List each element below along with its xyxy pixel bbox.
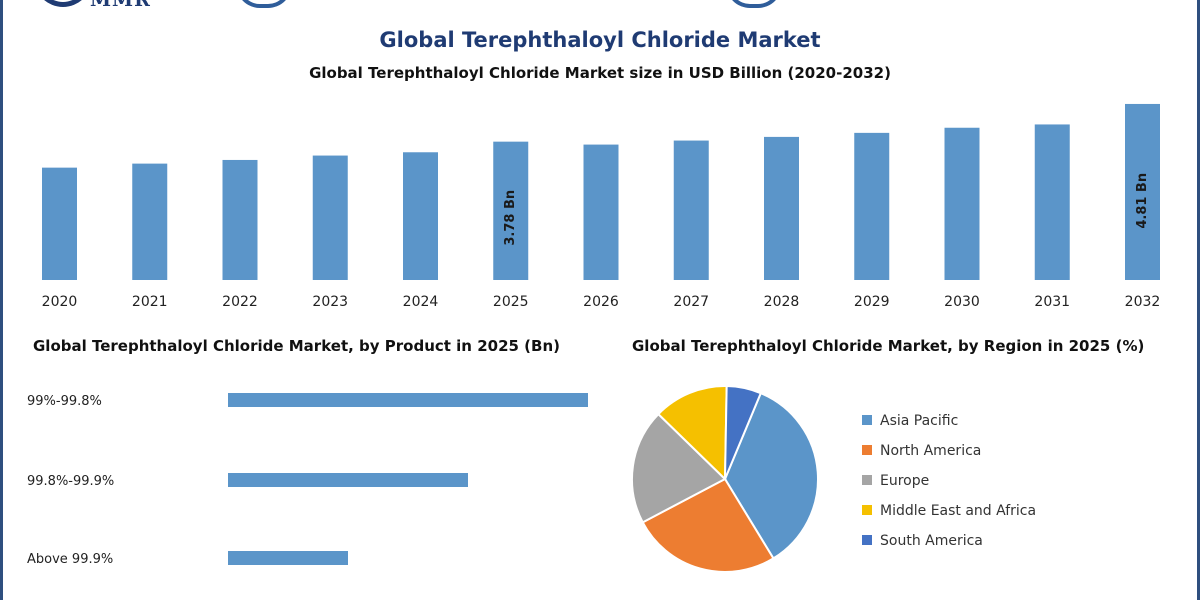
mmr-logo: MMR — [28, 0, 188, 16]
market-bar-2023 — [312, 155, 348, 280]
logo-text: MMR — [90, 0, 151, 11]
market-bar-2025 — [493, 141, 529, 280]
market-bar-2021 — [132, 163, 168, 280]
product-bar-chart: 99%-99.8% 99.8%-99.9% Above 99.9% — [27, 393, 588, 567]
main-chart-title: Global Terephthaloyl Chloride Market — [379, 28, 821, 52]
year-label: 2020 — [42, 294, 78, 310]
market-bar-2030 — [944, 127, 980, 280]
year-label: 2026 — [583, 294, 619, 310]
main-chart-subtitle: Global Terephthaloyl Chloride Market siz… — [309, 64, 891, 82]
pie-slice-europe — [631, 412, 727, 524]
product-category-label: 99.8%-99.9% — [27, 474, 114, 489]
legend-swatch — [862, 475, 872, 485]
year-label: 2021 — [132, 294, 168, 310]
year-label: 2031 — [1034, 294, 1070, 310]
product-category-label: 99%-99.8% — [27, 394, 102, 409]
legend-label: Asia Pacific — [880, 413, 958, 429]
year-label: 2028 — [764, 294, 800, 310]
market-bar-2029 — [854, 132, 890, 280]
legend-swatch — [862, 445, 872, 455]
legend-swatch — [862, 535, 872, 545]
market-bar-2024 — [403, 152, 438, 280]
product-category-label: Above 99.9% — [27, 552, 113, 567]
pie-slice-north-america — [641, 477, 775, 573]
bar-value-label: 3.78 Bn — [503, 190, 518, 246]
pie-slice-middle-east-and-africa — [656, 385, 728, 482]
frame-right-border — [1197, 0, 1200, 600]
product-bar — [228, 473, 468, 487]
year-label: 2029 — [854, 294, 890, 310]
year-label: 2032 — [1125, 294, 1161, 310]
year-label: 2025 — [493, 294, 529, 310]
pie-slice-south-america — [724, 384, 763, 480]
product-chart-title: Global Terephthaloyl Chloride Market, by… — [33, 337, 560, 355]
market-bar-2026 — [583, 144, 619, 280]
market-bar-2028 — [764, 136, 799, 280]
region-chart-title: Global Terephthaloyl Chloride Market, by… — [632, 337, 1145, 355]
year-label: 2022 — [222, 294, 258, 310]
market-bar-2020 — [42, 167, 77, 280]
legend-label: Europe — [880, 473, 929, 489]
market-size-bar-chart: 2020 2021 2022 2023 2024 2025 2026 2027 2028 2029… — [42, 103, 1161, 310]
legend-label: North America — [880, 443, 981, 459]
market-bar-2032 — [1125, 103, 1160, 280]
market-bar-2031 — [1034, 124, 1070, 280]
year-label: 2023 — [312, 294, 348, 310]
year-label: 2030 — [944, 294, 980, 310]
product-bar — [228, 551, 348, 565]
legend-label: Middle East and Africa — [880, 503, 1036, 519]
product-bar — [228, 393, 588, 407]
legend-label: South America — [880, 533, 983, 549]
bar-value-label: 4.81 Bn — [1135, 173, 1150, 229]
legend-swatch — [862, 505, 872, 515]
frame-left-border — [0, 0, 3, 600]
market-bar-2027 — [673, 140, 709, 280]
market-bar-2022 — [222, 159, 258, 280]
year-label: 2024 — [403, 294, 439, 310]
year-label: 2027 — [673, 294, 709, 310]
legend-swatch — [862, 415, 872, 425]
